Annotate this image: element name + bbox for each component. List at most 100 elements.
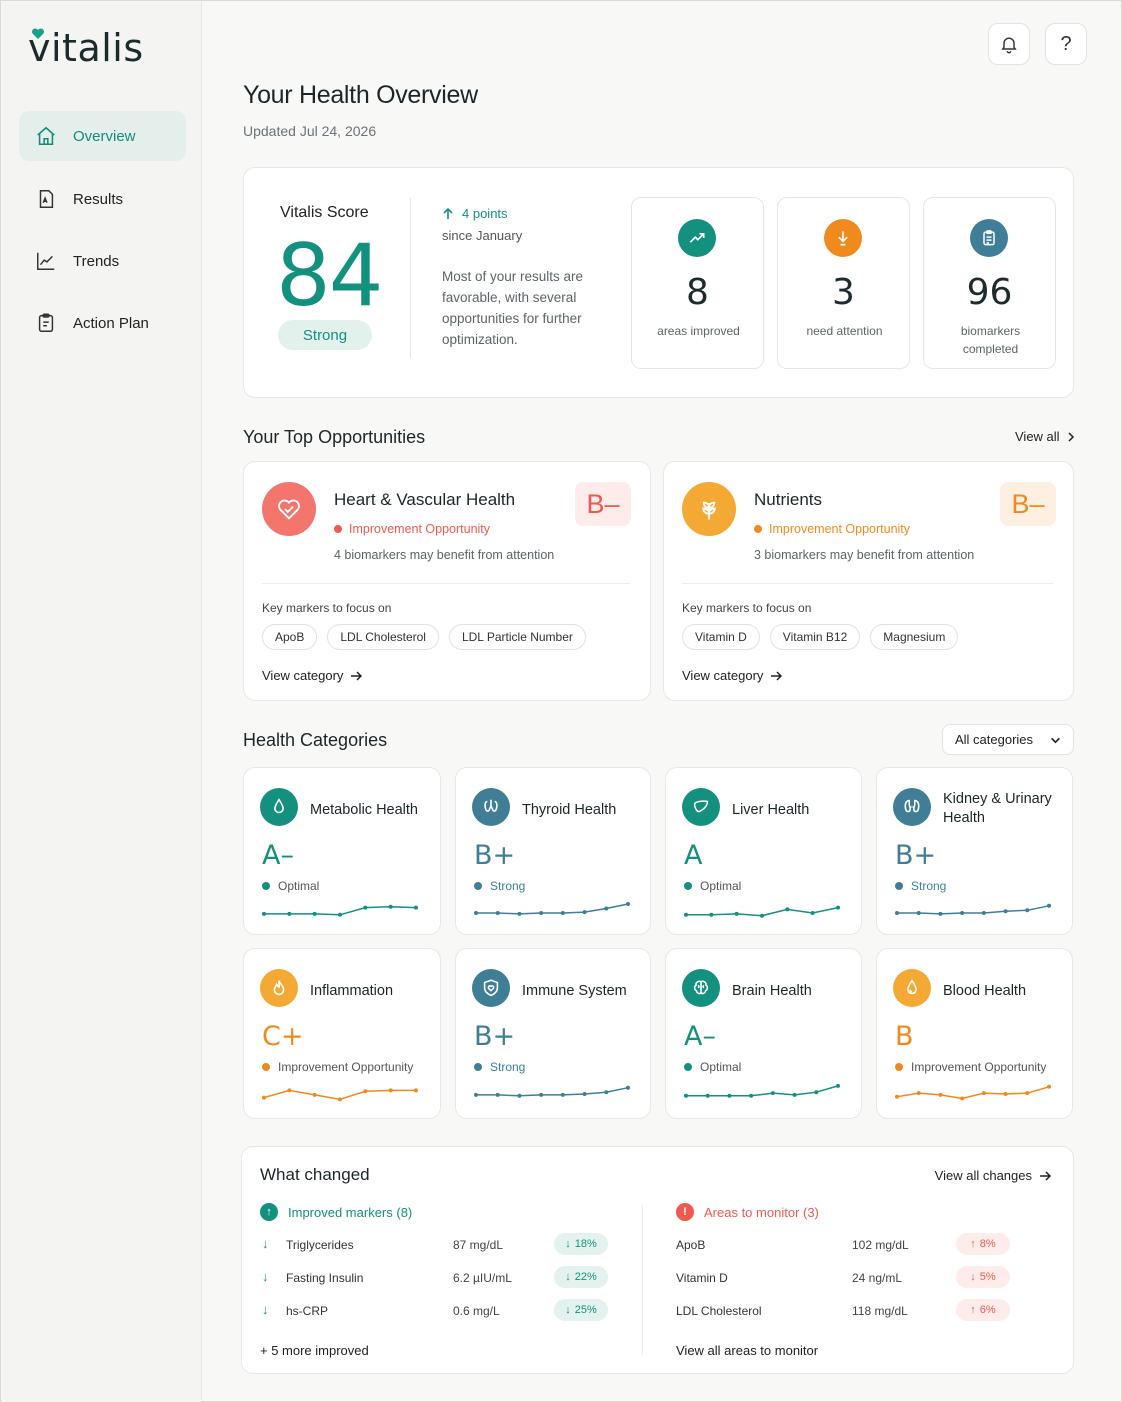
category-card-metabolic-health[interactable]: Metabolic Health A– Optimal [243, 767, 441, 935]
category-title: Blood Health [943, 983, 1027, 999]
category-status: Improvement Opportunity [895, 1060, 1046, 1074]
category-status-label: Optimal [700, 1060, 742, 1074]
category-card-inflammation[interactable]: Inflammation C+ Improvement Opportunity [243, 948, 441, 1119]
marker-chip[interactable]: ApoB [262, 624, 318, 650]
arrow-down-icon: ↓ [565, 1304, 571, 1316]
monitor-row[interactable]: Vitamin D 24 ng/mL ↓ 5% [676, 1266, 1056, 1290]
view-category-link[interactable]: View category [682, 668, 783, 683]
view-category-label: View category [682, 668, 764, 683]
view-category-link[interactable]: View category [262, 668, 363, 683]
blood-drop-icon [893, 969, 931, 1007]
category-status: Optimal [684, 1060, 741, 1074]
opportunity-title: Heart & Vascular Health [334, 490, 516, 509]
category-card-kidney-urinary-health[interactable]: Kidney & Urinary Health B+ Strong [876, 767, 1073, 935]
clipboard-icon [970, 219, 1008, 257]
sparkline-point [836, 905, 840, 910]
category-card-brain-health[interactable]: Brain Health A– Optimal [665, 948, 862, 1119]
marker-chip[interactable]: Vitamin D [682, 624, 760, 650]
delta-value: 8% [979, 1238, 996, 1250]
view-all-changes-link[interactable]: View all changes [935, 1168, 1051, 1183]
category-grade: A– [262, 840, 294, 871]
stat-need-attention[interactable]: 3 need attention [777, 197, 910, 369]
category-card-liver-health[interactable]: Liver Health A Optimal [665, 767, 862, 935]
monitor-row[interactable]: LDL Cholesterol 118 mg/dL ↑ 6% [676, 1299, 1056, 1323]
marker-chip[interactable]: Magnesium [870, 624, 959, 650]
sidebar: vitalis Overview Results Trends Action P… [2, 2, 202, 1402]
drop-icon [260, 788, 298, 826]
trend-sparkline [895, 903, 1051, 916]
delta-value: 22% [574, 1271, 597, 1283]
delta-badge: ↓ 25% [554, 1299, 608, 1321]
marker-chip[interactable]: LDL Cholesterol [327, 624, 439, 650]
arrow-down-icon: ↓ [262, 1236, 269, 1251]
more-improved-link[interactable]: + 5 more improved [260, 1343, 369, 1358]
logo[interactable]: vitalis [28, 26, 144, 70]
category-title: Metabolic Health [310, 802, 418, 818]
flame-icon [260, 969, 298, 1007]
category-filter-select[interactable]: All categories [942, 724, 1074, 755]
sparkline-point [1025, 908, 1030, 913]
opportunity-status: Improvement Opportunity [754, 522, 910, 536]
marker-chip[interactable]: Vitamin B12 [769, 624, 861, 650]
help-button[interactable]: ? [1045, 23, 1087, 65]
key-markers-label: Key markers to focus on [682, 601, 812, 615]
monitor-heading-label: Areas to monitor (3) [704, 1204, 819, 1220]
sparkline-point [916, 911, 921, 915]
category-card-immune-system[interactable]: Immune System B+ Strong [455, 948, 651, 1119]
sparkline-point [709, 912, 714, 917]
sidebar-item-label: Results [73, 190, 124, 208]
sidebar-item-trends[interactable]: Trends [19, 236, 186, 286]
sparkline-point [1003, 1092, 1008, 1096]
arrow-down-icon [824, 219, 862, 257]
heart-icon [262, 482, 316, 536]
status-dot [684, 882, 692, 890]
opportunity-subtitle: 4 biomarkers may benefit from attention [334, 548, 555, 562]
opportunity-card-nutrients[interactable]: Nutrients Improvement Opportunity 3 biom… [663, 461, 1074, 701]
stat-areas-improved[interactable]: 8 areas improved [631, 197, 764, 369]
category-card-thyroid-health[interactable]: Thyroid Health B+ Strong [455, 767, 651, 935]
score-change-value: 4 points [462, 206, 508, 221]
opportunity-grade: B– [1000, 482, 1056, 526]
arrow-down-icon: ↓ [565, 1271, 571, 1283]
delta-value: 5% [979, 1271, 996, 1283]
opportunity-status-label: Improvement Opportunity [769, 522, 911, 536]
sparkline-point [262, 911, 266, 916]
stat-label: need attention [806, 324, 883, 338]
category-title: Liver Health [732, 802, 810, 818]
marker-chip[interactable]: LDL Particle Number [448, 624, 586, 650]
category-status: Strong [895, 879, 946, 893]
sparkline-point [981, 1091, 986, 1096]
marker-name: hs-CRP [286, 1304, 329, 1318]
monitor-row[interactable]: ApoB 102 mg/dL ↑ 8% [676, 1233, 1056, 1257]
category-status-label: Improvement Opportunity [278, 1060, 414, 1074]
stat-biomarkers-completed[interactable]: 96 biomarkers completed [923, 197, 1056, 369]
updated-date: Updated Jul 24, 2026 [243, 123, 377, 139]
trend-sparkline [262, 1088, 418, 1102]
category-card-blood-health[interactable]: Blood Health B Improvement Opportunity [876, 948, 1073, 1119]
sparkline-point [388, 904, 393, 909]
category-grade: B+ [474, 1021, 516, 1052]
notifications-button[interactable] [988, 23, 1030, 65]
improved-row[interactable]: ↓ Triglycerides 87 mg/dL ↓ 18% [262, 1233, 622, 1257]
sparkline-point [517, 911, 522, 916]
sidebar-item-results[interactable]: Results [19, 174, 186, 224]
sparkline-point [539, 1092, 544, 1097]
sparkline-point [916, 1091, 921, 1096]
score-value: 84 [276, 226, 383, 326]
improved-row[interactable]: ↓ Fasting Insulin 6.2 µIU/mL ↓ 22% [262, 1266, 622, 1290]
sparkline-point [517, 1093, 522, 1098]
view-all-monitor-link[interactable]: View all areas to monitor [676, 1343, 819, 1358]
sidebar-item-overview[interactable]: Overview [19, 111, 186, 161]
category-status: Optimal [684, 879, 741, 893]
category-grade: B+ [474, 840, 516, 871]
view-all-opportunities-link[interactable]: View all [1015, 429, 1076, 444]
arrow-up-icon: ↑ [970, 1304, 976, 1316]
sparkline-line [897, 905, 1050, 915]
sparkline-point [836, 1083, 840, 1088]
category-filter-value: All categories [955, 732, 1034, 747]
sidebar-item-action-plan[interactable]: Action Plan [19, 298, 186, 348]
view-all-label: View all [1015, 429, 1060, 444]
improved-row[interactable]: ↓ hs-CRP 0.6 mg/L ↓ 25% [262, 1299, 622, 1323]
opportunity-card-heart[interactable]: Heart & Vascular Health Improvement Oppo… [243, 461, 651, 701]
sidebar-item-label: Trends [73, 252, 120, 270]
